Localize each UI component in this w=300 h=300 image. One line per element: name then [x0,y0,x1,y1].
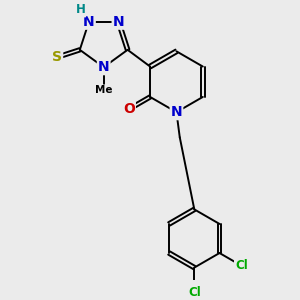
Text: Cl: Cl [235,259,248,272]
Text: S: S [52,50,62,64]
Text: O: O [123,102,135,116]
Text: N: N [171,105,182,119]
Text: N: N [83,15,95,29]
Text: N: N [98,60,109,74]
Text: Me: Me [95,85,112,95]
Text: H: H [75,4,85,16]
Text: N: N [113,15,124,29]
Text: Cl: Cl [188,286,201,299]
